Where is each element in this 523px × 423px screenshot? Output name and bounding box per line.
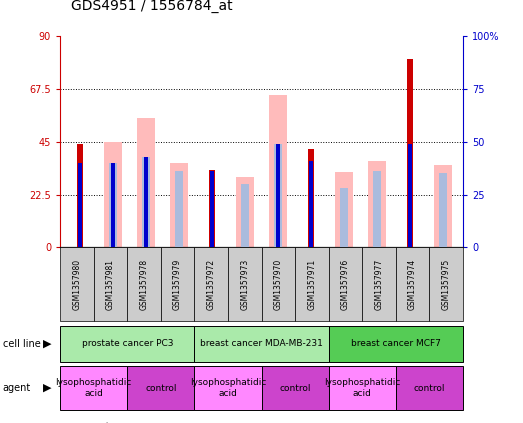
Text: control: control — [279, 384, 311, 393]
Bar — [175, 171, 183, 247]
Bar — [137, 118, 155, 247]
Text: GSM1357981: GSM1357981 — [106, 259, 115, 310]
Bar — [142, 157, 150, 247]
Bar — [236, 177, 254, 247]
Text: breast cancer MDA-MB-231: breast cancer MDA-MB-231 — [200, 339, 323, 348]
Text: lysophosphatidic
acid: lysophosphatidic acid — [324, 379, 401, 398]
Text: GDS4951 / 1556784_at: GDS4951 / 1556784_at — [71, 0, 232, 13]
Bar — [144, 157, 148, 247]
Text: ▶: ▶ — [43, 383, 52, 393]
Bar — [308, 149, 314, 247]
Bar — [210, 171, 214, 247]
Bar — [111, 163, 115, 247]
Text: ▶: ▶ — [43, 339, 52, 349]
Text: lysophosphatidic
acid: lysophosphatidic acid — [190, 379, 266, 398]
Text: GSM1357979: GSM1357979 — [173, 259, 182, 310]
Bar — [340, 188, 348, 247]
Bar — [209, 170, 215, 247]
Bar — [408, 144, 412, 247]
Text: cell line: cell line — [3, 339, 40, 349]
Text: control: control — [145, 384, 177, 393]
Bar — [439, 173, 447, 247]
Bar — [170, 163, 188, 247]
Bar — [368, 160, 386, 247]
Text: breast cancer MCF7: breast cancer MCF7 — [351, 339, 441, 348]
Text: GSM1357978: GSM1357978 — [140, 259, 149, 310]
Bar — [109, 163, 117, 247]
Text: GSM1357973: GSM1357973 — [240, 259, 249, 310]
Text: lysophosphatidic
acid: lysophosphatidic acid — [55, 379, 132, 398]
Text: count: count — [82, 422, 110, 423]
Text: prostate cancer PC3: prostate cancer PC3 — [82, 339, 173, 348]
Text: agent: agent — [3, 383, 31, 393]
Text: GSM1357980: GSM1357980 — [72, 259, 82, 310]
Text: GSM1357976: GSM1357976 — [341, 259, 350, 310]
Bar — [269, 95, 287, 247]
Text: GSM1357977: GSM1357977 — [374, 259, 383, 310]
Bar — [434, 165, 452, 247]
Bar — [241, 184, 249, 247]
Text: GSM1357974: GSM1357974 — [408, 259, 417, 310]
Text: GSM1357972: GSM1357972 — [207, 259, 215, 310]
Bar — [77, 144, 83, 247]
Text: GSM1357975: GSM1357975 — [441, 259, 451, 310]
Bar — [309, 161, 313, 247]
Text: GSM1357971: GSM1357971 — [308, 259, 316, 310]
Text: GSM1357970: GSM1357970 — [274, 259, 283, 310]
Bar — [335, 172, 353, 247]
Bar — [104, 142, 122, 247]
Bar — [276, 144, 280, 247]
Bar — [78, 163, 82, 247]
Bar — [407, 60, 413, 247]
Bar — [373, 171, 381, 247]
Text: control: control — [414, 384, 445, 393]
Bar — [274, 144, 282, 247]
